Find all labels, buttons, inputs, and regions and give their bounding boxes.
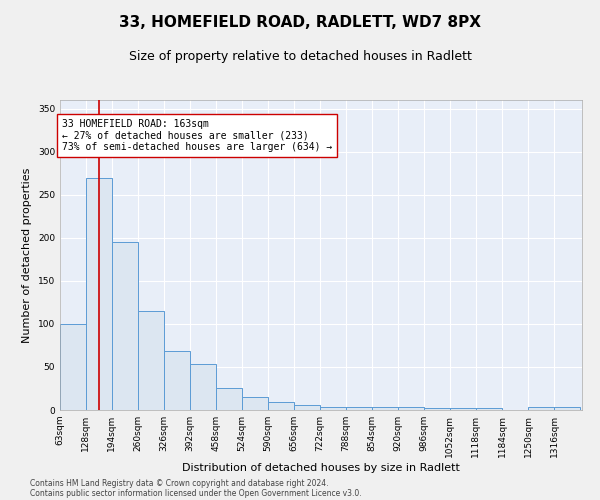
Bar bbox=[242, 397, 268, 410]
Bar bbox=[137, 311, 164, 410]
Text: 33, HOMEFIELD ROAD, RADLETT, WD7 8PX: 33, HOMEFIELD ROAD, RADLETT, WD7 8PX bbox=[119, 15, 481, 30]
Bar bbox=[86, 178, 112, 410]
Bar bbox=[112, 242, 137, 410]
Bar bbox=[398, 406, 424, 410]
Bar bbox=[320, 406, 346, 410]
Text: Contains HM Land Registry data © Crown copyright and database right 2024.: Contains HM Land Registry data © Crown c… bbox=[30, 478, 329, 488]
Bar bbox=[476, 408, 502, 410]
Bar bbox=[294, 405, 320, 410]
Bar bbox=[164, 352, 190, 410]
Bar bbox=[372, 406, 398, 410]
Bar bbox=[528, 408, 554, 410]
Bar bbox=[346, 406, 372, 410]
Text: Size of property relative to detached houses in Radlett: Size of property relative to detached ho… bbox=[128, 50, 472, 63]
Bar bbox=[60, 324, 86, 410]
Bar bbox=[216, 388, 242, 410]
Bar bbox=[554, 408, 580, 410]
Bar bbox=[190, 364, 216, 410]
Text: 33 HOMEFIELD ROAD: 163sqm
← 27% of detached houses are smaller (233)
73% of semi: 33 HOMEFIELD ROAD: 163sqm ← 27% of detac… bbox=[62, 119, 332, 152]
Y-axis label: Number of detached properties: Number of detached properties bbox=[22, 168, 32, 342]
Bar bbox=[424, 408, 450, 410]
Bar bbox=[268, 402, 294, 410]
Text: Contains public sector information licensed under the Open Government Licence v3: Contains public sector information licen… bbox=[30, 488, 362, 498]
Bar bbox=[450, 408, 476, 410]
X-axis label: Distribution of detached houses by size in Radlett: Distribution of detached houses by size … bbox=[182, 462, 460, 472]
